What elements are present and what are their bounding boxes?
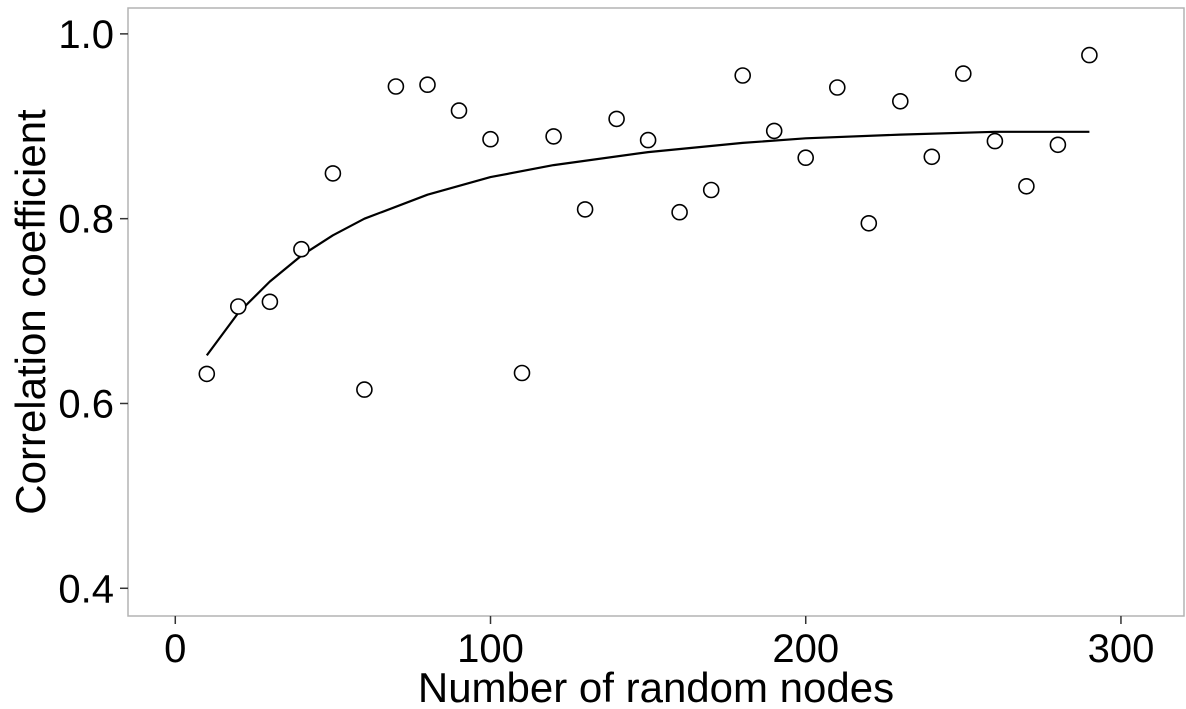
data-point xyxy=(891,93,909,110)
data-point xyxy=(387,78,405,95)
data-point xyxy=(828,79,846,96)
data-point xyxy=(545,128,562,145)
x-tick-label: 0 xyxy=(164,627,186,671)
data-point xyxy=(954,65,972,82)
data-point xyxy=(765,122,783,140)
y-tick-label: 0.6 xyxy=(58,382,114,426)
data-point xyxy=(860,215,878,232)
y-tick-label: 0.8 xyxy=(58,198,114,242)
fit-curve-group xyxy=(205,130,1090,357)
x-axis-ticks: 0 100 200 300 xyxy=(164,616,1154,671)
data-point xyxy=(198,365,216,383)
data-point xyxy=(230,298,247,315)
fit-curve-line xyxy=(205,130,1090,357)
data-point xyxy=(608,110,625,128)
data-point xyxy=(797,149,815,166)
x-tick-label: 300 xyxy=(1088,627,1155,671)
plot-panel-border xyxy=(127,7,1185,617)
data-point xyxy=(1049,136,1067,154)
data-point xyxy=(576,201,594,218)
data-point xyxy=(419,76,436,93)
y-tick-label: 0.4 xyxy=(58,567,114,611)
x-tick-label: 200 xyxy=(772,627,839,671)
y-tick-label: 1.0 xyxy=(58,13,114,57)
y-axis-ticks: 0.4 0.6 0.8 1.0 xyxy=(58,13,128,611)
x-tick-label: 100 xyxy=(457,627,524,671)
x-axis-title: Number of random nodes xyxy=(418,664,894,709)
data-point xyxy=(324,165,342,182)
data-point xyxy=(356,381,373,398)
data-point xyxy=(513,364,531,382)
data-point xyxy=(923,148,941,166)
data-point xyxy=(482,130,499,148)
data-point xyxy=(293,240,310,258)
data-point xyxy=(639,131,657,149)
data-point xyxy=(450,102,468,119)
data-point xyxy=(1081,46,1098,64)
data-point xyxy=(986,132,1004,150)
data-point xyxy=(702,181,720,199)
data-point xyxy=(734,67,752,84)
data-points xyxy=(198,46,1098,398)
data-point xyxy=(1018,178,1035,195)
data-point xyxy=(261,293,279,311)
y-axis-title: Correlation coefficient xyxy=(7,109,54,515)
data-point xyxy=(671,203,688,221)
